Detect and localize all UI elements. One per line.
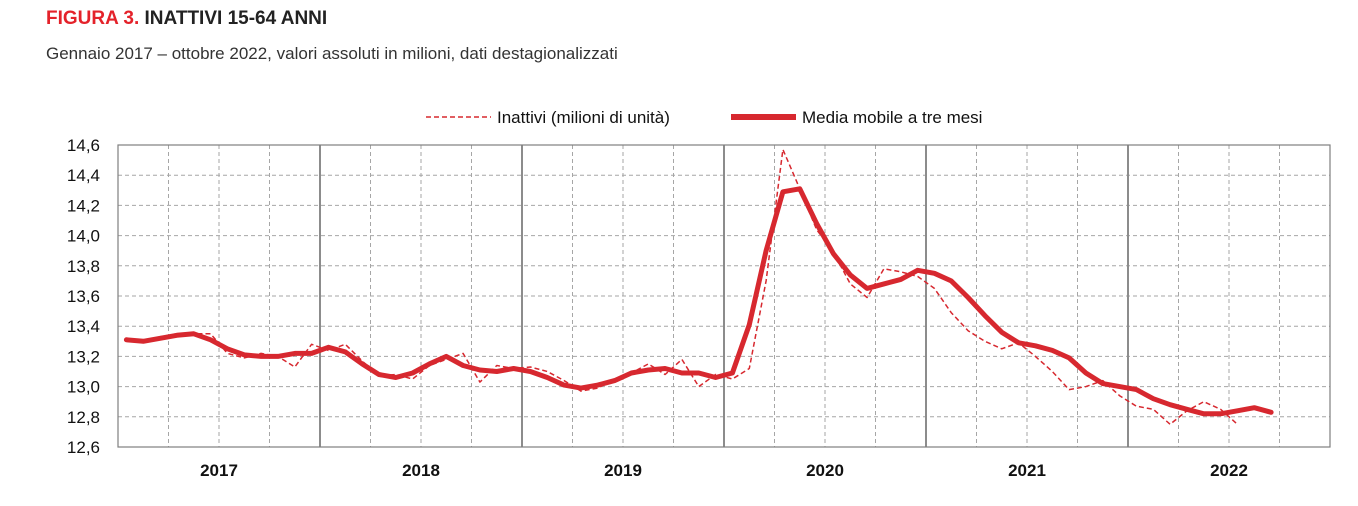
x-year-label: 2020 [806, 461, 844, 480]
legend: Inattivi (milioni di unità) Media mobile… [426, 108, 982, 127]
series-layer [123, 148, 1274, 426]
series-media-mobile-line [123, 186, 1274, 417]
x-year-label: 2017 [200, 461, 238, 480]
plot-frame [117, 144, 1331, 448]
y-tick-label: 14,2 [67, 196, 100, 215]
title-separator: . [133, 8, 140, 29]
y-tick-label: 14,0 [67, 227, 100, 246]
y-tick-label: 12,8 [67, 408, 100, 427]
x-year-label: 2022 [1210, 461, 1248, 480]
y-tick-label: 13,6 [67, 287, 100, 306]
x-axis: 2017 2018 2019 2020 2021 2022 [200, 461, 1248, 480]
figure-title: FIGURA 3. INATTIVI 15-64 ANNI [46, 8, 327, 30]
x-year-label: 2019 [604, 461, 642, 480]
y-tick-label: 14,6 [67, 136, 100, 155]
series-inattivi-line [126, 148, 1238, 426]
y-tick-label: 13,2 [67, 347, 100, 366]
x-year-label: 2018 [402, 461, 440, 480]
legend-label-inattivi: Inattivi (milioni di unità) [497, 108, 670, 127]
gridlines [117, 144, 1331, 448]
y-tick-label: 13,4 [67, 317, 100, 336]
y-tick-label: 14,4 [67, 166, 100, 185]
y-axis: 12,6 12,8 13,0 13,2 13,4 13,6 13,8 14,0 14,2 14,4… [67, 136, 100, 457]
x-year-label: 2021 [1008, 461, 1046, 480]
y-tick-label: 13,0 [67, 378, 100, 397]
y-tick-label: 12,6 [67, 438, 100, 457]
figure-label: FIGURA 3 [46, 8, 134, 29]
y-tick-label: 13,8 [67, 257, 100, 276]
chart-title: INATTIVI 15-64 ANNI [144, 8, 328, 29]
legend-label-media-mobile: Media mobile a tre mesi [802, 108, 982, 127]
chart-subtitle: Gennaio 2017 – ottobre 2022, valori asso… [46, 44, 618, 63]
